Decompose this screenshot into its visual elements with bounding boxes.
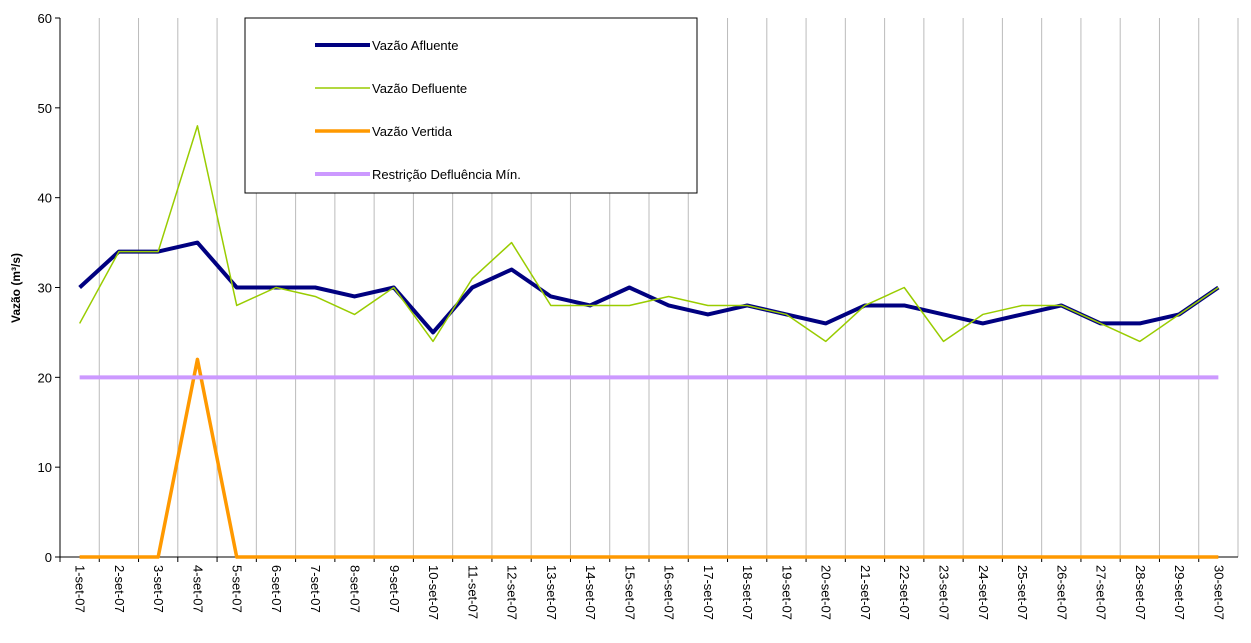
y-axis-label: Vazão (m³/s) [9,253,23,323]
x-tick-label: 19-set-07 [779,565,794,620]
x-tick-label: 4-set-07 [190,565,205,613]
x-tick-label: 6-set-07 [269,565,284,613]
y-tick-label: 0 [45,550,52,565]
y-tick-label: 60 [38,11,52,26]
legend-label: Vazão Defluente [372,81,467,96]
x-tick-label: 21-set-07 [858,565,873,620]
x-tick-label: 18-set-07 [740,565,755,620]
x-tick-label: 7-set-07 [308,565,323,613]
x-tick-label: 27-set-07 [1094,565,1109,620]
x-tick-label: 3-set-07 [151,565,166,613]
legend-label: Restrição Defluência Mín. [372,167,521,182]
x-tick-label: 15-set-07 [622,565,637,620]
x-tick-label: 9-set-07 [387,565,402,613]
x-tick-label: 1-set-07 [73,565,88,613]
x-tick-label: 14-set-07 [583,565,598,620]
series-line [78,240,1220,335]
legend-label: Vazão Afluente [372,38,459,53]
y-tick-label: 10 [38,460,52,475]
x-tick-label: 23-set-07 [937,565,952,620]
x-tick-label: 16-set-07 [662,565,677,620]
x-tick-label: 13-set-07 [544,565,559,620]
x-tick-label: 25-set-07 [1015,565,1030,620]
x-tick-label: 10-set-07 [426,565,441,620]
y-tick-label: 40 [38,191,52,206]
y-tick-label: 30 [38,281,52,296]
x-tick-label: 11-set-07 [465,565,480,619]
x-tick-label: 28-set-07 [1133,565,1148,620]
legend-box [244,17,698,194]
series-line [79,357,1219,559]
series-line [78,125,1219,343]
x-tick-label: 17-set-07 [701,565,716,620]
x-tick-label: 26-set-07 [1054,565,1069,620]
y-tick-label: 50 [38,101,52,116]
x-tick-label: 30-set-07 [1211,565,1226,620]
x-tick-label: 22-set-07 [897,565,912,620]
x-tick-label: 8-set-07 [348,565,363,613]
x-tick-label: 24-set-07 [976,565,991,620]
legend-label: Vazão Vertida [372,124,453,139]
y-tick-label: 20 [38,370,52,385]
x-tick-label: 5-set-07 [230,565,245,613]
x-tick-label: 29-set-07 [1172,565,1187,620]
x-tick-label: 2-set-07 [112,565,127,613]
x-tick-label: 20-set-07 [819,565,834,620]
x-tick-label: 12-set-07 [505,565,520,620]
